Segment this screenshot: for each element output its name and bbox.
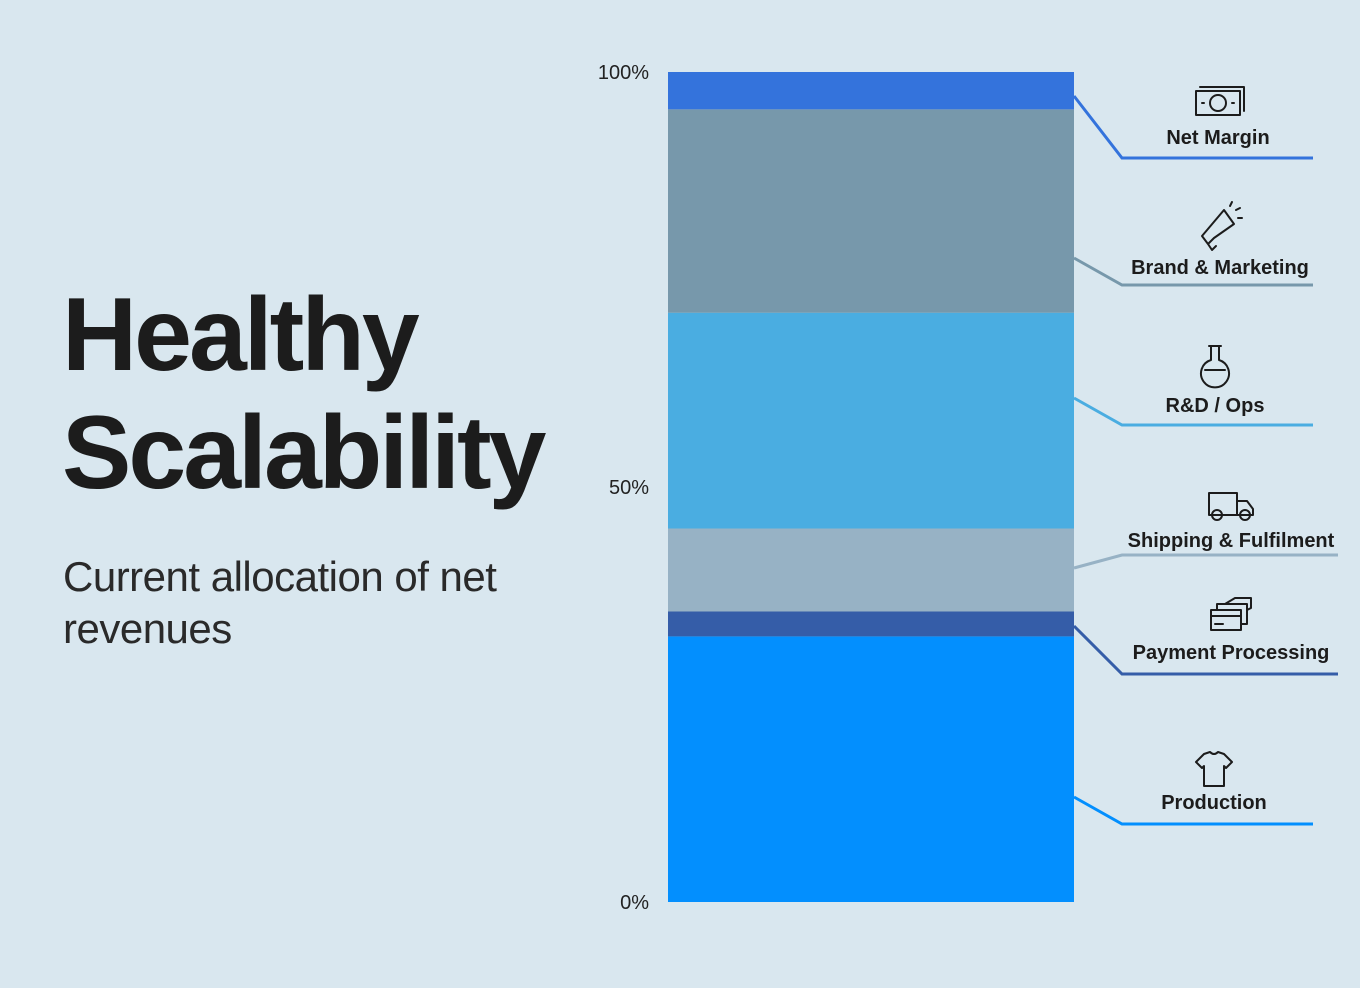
bar-segment-brand-marketing [668,109,1074,313]
megaphone-icon [1201,201,1243,251]
bar-segment-rd-ops [668,312,1074,529]
chart-title: Healthy Scalability [62,276,546,512]
tshirt-icon [1195,751,1233,787]
y-tick-label: 0% [620,892,649,914]
leader-line-brand-marketing [1073,256,1313,287]
title-line-1: Healthy [62,277,420,393]
leader-line-shipping-fulfilment [1073,553,1338,570]
bar-segment-production [668,636,1074,902]
y-tick-label: 100% [598,62,649,84]
leader-line-rd-ops [1073,396,1313,427]
legend-label-net-margin: Net Margin [1166,127,1269,149]
legend-label-brand-marketing: Brand & Marketing [1131,257,1309,279]
y-tick-label: 50% [609,477,649,499]
leader-line-production [1073,795,1313,826]
legend-label-shipping-fulfilment: Shipping & Fulfilment [1128,530,1335,552]
bar-segment-shipping-fulfilment [668,528,1074,612]
truck-icon [1208,492,1254,521]
leader-line-payment-processing [1072,624,1338,676]
credit-card-icon [1210,597,1252,631]
money-icon [1195,86,1245,116]
legend-label-payment-processing: Payment Processing [1133,642,1330,664]
bar-segment-payment-processing [668,611,1074,637]
leader-line-net-margin [1072,95,1313,160]
flask-icon [1200,345,1230,389]
chart-subtitle: Current allocation of net revenues [63,553,497,652]
bar-segment-net-margin [668,72,1074,110]
legend-label-production: Production [1161,792,1267,814]
title-line-2: Scalability [62,395,546,511]
legend-label-rd-ops: R&D / Ops [1166,395,1265,417]
